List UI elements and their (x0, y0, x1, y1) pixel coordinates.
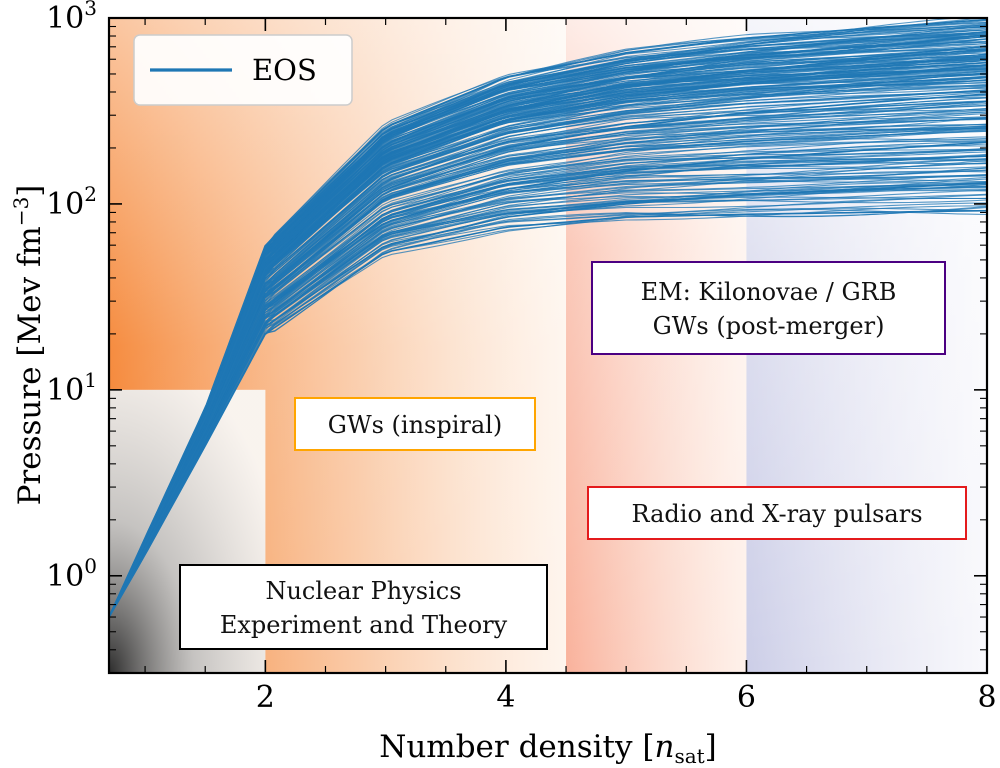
annotation-box-0: Nuclear Physics Experiment and Theory (179, 564, 548, 650)
x-tick-label: 2 (256, 680, 275, 715)
axis-ticks: 2 4 6 8 100 101 102 103 (46, 0, 996, 715)
eos-series-4 (109, 181, 987, 618)
legend: EOS (133, 34, 353, 106)
y-tick-label: 101 (46, 368, 97, 408)
x-tick-label: 8 (977, 680, 996, 715)
annotation-text: Radio and X-ray pulsars (631, 500, 922, 528)
eos-curve (109, 82, 987, 618)
annotation-box-2: Radio and X-ray pulsars (587, 486, 967, 540)
annotation-frame (591, 261, 946, 355)
legend-frame (133, 34, 353, 106)
eos-series-3 (109, 141, 987, 618)
eos-curve (109, 143, 987, 618)
eos-series-0 (109, 18, 987, 618)
x-tick-label: 6 (737, 680, 756, 715)
annotation-text: GWs (inspiral) (328, 411, 502, 439)
legend-label: EOS (252, 53, 317, 87)
eos-curve (109, 127, 987, 618)
eos-curve (109, 162, 987, 618)
eos-curve (109, 138, 987, 618)
annotation-text: Experiment and Theory (220, 611, 508, 639)
eos-curve (109, 26, 987, 618)
eos-curve (109, 197, 987, 618)
annotation-text: GWs (post-merger) (653, 312, 885, 340)
y-tick-label: 102 (46, 182, 97, 222)
eos-curve (109, 49, 987, 618)
annotation-box-3: EM: Kilonovae / GRB GWs (post-merger) (591, 261, 946, 355)
eos-curve (109, 160, 987, 618)
eos-curve (109, 44, 987, 618)
annotation-frame (294, 397, 536, 451)
region-annotations: Nuclear Physics Experiment and Theory GWs … (179, 261, 967, 650)
y-tick-label: 100 (46, 554, 97, 594)
y-tick-label: 103 (46, 0, 97, 36)
eos-curve (109, 181, 987, 618)
eos-curve (109, 53, 987, 618)
annotation-text: EM: Kilonovae / GRB (641, 278, 897, 306)
eos-series-5 (109, 209, 987, 618)
eos-curve (109, 104, 987, 618)
eos-curve (109, 169, 987, 618)
eos-curve (109, 87, 987, 618)
axis-titles: Number density [nsat] Pressure [Mev fm−3] (9, 185, 717, 768)
y-axis-title: Pressure [Mev fm−3] (9, 185, 48, 506)
annotation-frame (179, 564, 548, 650)
eos-curves (109, 18, 987, 618)
annotation-frame (587, 486, 967, 540)
plot-frame (107, 16, 989, 675)
x-axis-title: Number density [nsat] (379, 729, 717, 768)
eos-curve (109, 176, 987, 618)
annotation-text: Nuclear Physics (265, 577, 461, 605)
annotation-box-1: GWs (inspiral) (294, 397, 536, 451)
eos-series-2 (109, 93, 987, 618)
x-tick-label: 4 (496, 680, 515, 715)
eos-series-1 (109, 48, 987, 618)
eos-curve (109, 128, 987, 618)
